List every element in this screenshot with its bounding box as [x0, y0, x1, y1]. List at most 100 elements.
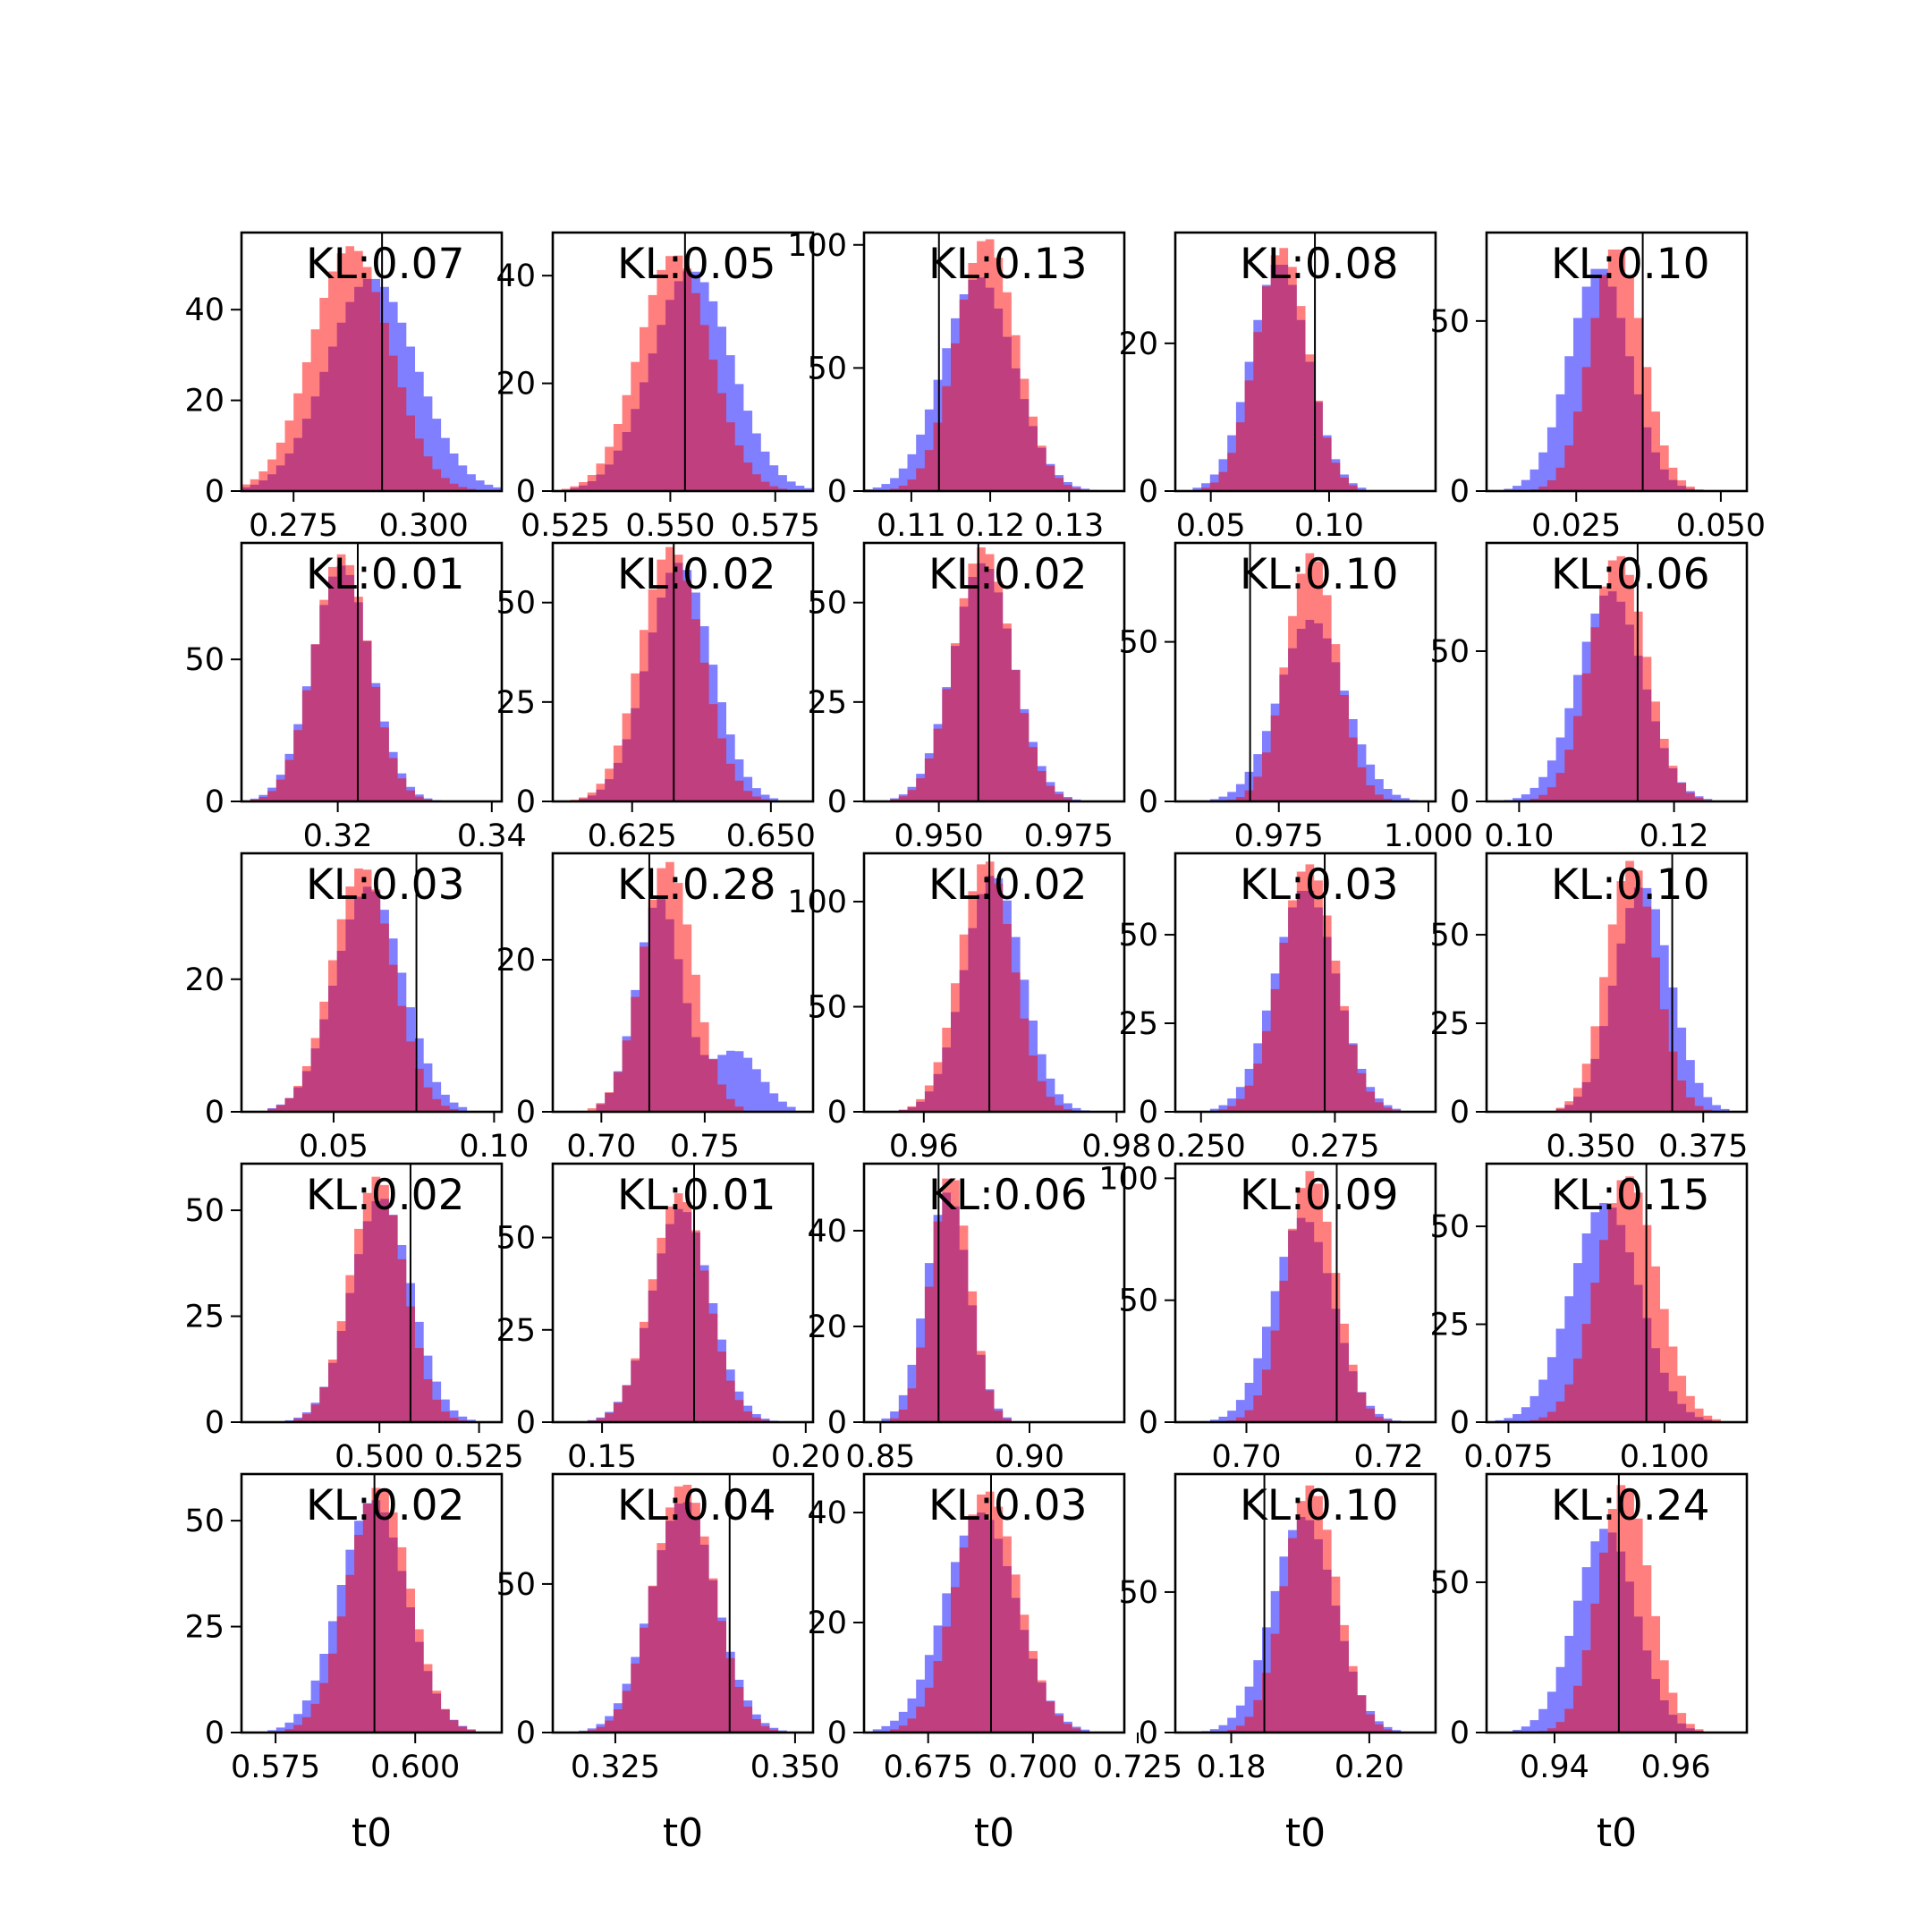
axes-frame: [1174, 1162, 1437, 1424]
y-tick-label: 50: [807, 586, 847, 622]
histogram-red: [1175, 248, 1436, 491]
y-tick-label: 0: [1450, 1095, 1470, 1131]
x-tick-label: 0.575: [231, 1750, 320, 1785]
x-tick-label: 0.525: [521, 508, 610, 544]
x-tick-label: 0.72: [1354, 1439, 1424, 1475]
y-tick-label: 0: [205, 1095, 225, 1131]
panel-r4-c3: 0 20 40 0.85 0.90 KL:0.06: [807, 1162, 1126, 1475]
x-tick-label: 0.18: [1197, 1750, 1267, 1785]
axes-frame: [862, 231, 1126, 493]
histogram-red: [242, 246, 502, 491]
panel-r1-c5: 0 50 0.025 0.050 KL:0.10: [1429, 231, 1766, 544]
panel-r3-c4: 0 25 50 0.250 0.275 KL:0.03: [1118, 852, 1437, 1165]
histogram-blue: [864, 1192, 1124, 1422]
x-tick-label: 0.600: [370, 1750, 460, 1785]
panel-r2-c3: 0 25 50 0.950 0.975 KL:0.02: [807, 541, 1126, 854]
plot-area: [553, 1474, 813, 1733]
axes-frame: [551, 1472, 815, 1734]
plot-area: [1487, 1474, 1747, 1733]
y-tick-label: 50: [184, 642, 225, 678]
histogram-red: [553, 255, 813, 491]
kl-annotation: KL:0.06: [928, 1171, 1088, 1220]
panel-r4-c2: 0 25 50 0.15 0.20 KL:0.01: [496, 1162, 841, 1475]
x-axis-label: t0: [1285, 1810, 1326, 1856]
y-tick-label: 20: [184, 962, 225, 998]
histogram-red: [864, 547, 1124, 801]
y-tick-label: 50: [1429, 304, 1470, 340]
kl-annotation: KL:0.02: [306, 1171, 465, 1220]
y-tick-label: 50: [1118, 918, 1158, 953]
panel-r2-c4: 0 50 0.975 1.000 KL:0.10: [1118, 541, 1473, 854]
x-tick-label: 0.075: [1463, 1439, 1553, 1475]
y-tick-label: 0: [1450, 1405, 1470, 1441]
x-tick-label: 0.98: [1081, 1129, 1151, 1165]
axes-frame: [1174, 852, 1437, 1114]
x-tick-label: 0.34: [457, 818, 527, 854]
y-tick-label: 40: [807, 1496, 847, 1531]
y-tick-label: 0: [205, 1405, 225, 1441]
axes-frame: [240, 852, 504, 1114]
y-tick-label: 0: [205, 784, 225, 820]
y-tick-label: 0: [1139, 1095, 1158, 1131]
y-tick-label: 100: [787, 228, 847, 264]
kl-annotation: KL:0.10: [1240, 1481, 1399, 1530]
x-tick-label: 0.10: [1484, 818, 1554, 854]
kl-annotation: KL:0.10: [1551, 860, 1710, 910]
histogram-red: [553, 547, 813, 801]
y-tick-label: 0: [1450, 474, 1470, 510]
kl-annotation: KL:0.09: [1240, 1171, 1399, 1220]
x-tick-label: 0.70: [1212, 1439, 1282, 1475]
y-tick-label: 0: [1139, 1405, 1158, 1441]
kl-annotation: KL:0.15: [1551, 1171, 1710, 1220]
x-tick-label: 0.350: [750, 1750, 840, 1785]
plot-area: [242, 1164, 502, 1422]
plot-area: [553, 1164, 813, 1422]
axes-frame: [240, 1162, 504, 1424]
kl-annotation: KL:0.03: [928, 1481, 1088, 1530]
x-tick-label: 0.10: [459, 1129, 529, 1165]
x-tick-label: 0.13: [1034, 508, 1104, 544]
x-tick-label: 0.625: [588, 818, 677, 854]
axes-frame: [551, 231, 815, 493]
y-tick-label: 25: [496, 1313, 536, 1349]
panel-r2-c2: 0 25 50 0.625 0.650 KL:0.02: [496, 541, 816, 854]
x-axis-label: t0: [1597, 1810, 1637, 1856]
panel-r2-c1: 0 50 0.32 0.34 KL:0.01: [184, 541, 527, 854]
histogram-red: [1487, 1176, 1747, 1422]
y-tick-label: 100: [787, 885, 847, 920]
y-tick-label: 20: [807, 1606, 847, 1641]
panel-r4-c4: 0 50 100 0.70 0.72 KL:0.09: [1098, 1161, 1437, 1475]
x-tick-label: 0.575: [731, 508, 820, 544]
kl-annotation: KL:0.01: [306, 550, 465, 599]
panel-r5-c4: 0 50 0.18 0.20 KL:0.10 t0: [1118, 1472, 1437, 1856]
y-tick-label: 20: [496, 943, 536, 979]
histogram-red: [864, 861, 1124, 1112]
histogram-red: [242, 1176, 502, 1422]
kl-annotation: KL:0.06: [1551, 550, 1710, 599]
x-tick-label: 1.000: [1384, 818, 1473, 854]
x-tick-label: 0.675: [884, 1750, 973, 1785]
x-tick-label: 0.275: [249, 508, 338, 544]
y-tick-label: 0: [205, 1716, 225, 1751]
axes-frame: [1485, 541, 1749, 803]
plot-area: [1175, 233, 1436, 491]
x-tick-label: 0.300: [379, 508, 469, 544]
y-tick-label: 40: [184, 292, 225, 328]
histogram-red: [242, 1487, 502, 1733]
y-tick-label: 0: [827, 474, 847, 510]
plot-area: [1487, 233, 1747, 491]
histogram-red: [553, 861, 813, 1112]
x-tick-label: 0.275: [1290, 1129, 1379, 1165]
x-tick-label: 0.90: [995, 1439, 1064, 1475]
x-tick-label: 0.96: [1641, 1750, 1711, 1785]
y-tick-label: 0: [1139, 784, 1158, 820]
plot-area: [242, 233, 502, 491]
plot-area: [1175, 1164, 1436, 1422]
x-tick-label: 0.250: [1157, 1129, 1246, 1165]
plot-area: [864, 543, 1124, 801]
x-tick-label: 0.550: [625, 508, 715, 544]
kl-annotation: KL:0.07: [306, 240, 465, 289]
y-tick-label: 50: [807, 990, 847, 1026]
histogram-red: [1175, 864, 1436, 1112]
x-tick-label: 0.94: [1520, 1750, 1589, 1785]
